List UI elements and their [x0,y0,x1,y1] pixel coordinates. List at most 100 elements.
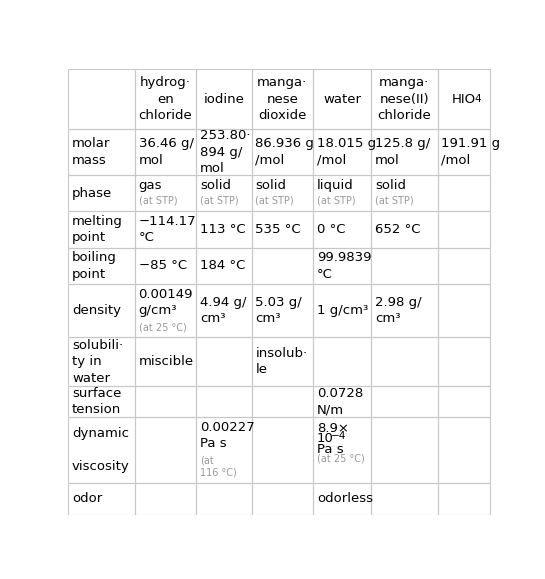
Bar [438,129,491,175]
Bar [252,338,313,386]
Text: solubili·
ty in
water: solubili· ty in water [72,339,123,384]
Text: (at 25 °C): (at 25 °C) [138,322,186,332]
Bar [371,338,438,386]
Text: surface
tension: surface tension [72,387,122,416]
Bar [252,175,313,211]
Text: 4.94 g/
cm³: 4.94 g/ cm³ [200,296,246,325]
Bar [196,417,252,482]
Text: odorless: odorless [317,492,373,505]
Bar [313,211,371,248]
Bar [438,69,491,129]
Text: HIO: HIO [452,93,476,106]
Text: −114.17
°C: −114.17 °C [138,215,196,244]
Bar [313,175,371,211]
Bar [252,284,313,338]
Bar [371,248,438,284]
Text: gas: gas [138,179,162,192]
Bar [135,338,196,386]
Bar [438,211,491,248]
Text: (at STP): (at STP) [138,196,177,206]
Text: (at 25 °C): (at 25 °C) [317,453,365,463]
Bar [371,386,438,417]
Text: 125.8 g/
mol: 125.8 g/ mol [375,137,430,167]
Bar [252,248,313,284]
Text: −4: −4 [331,431,346,441]
Text: 184 °C: 184 °C [200,259,245,273]
Bar [68,175,135,211]
Bar [135,211,196,248]
Bar [68,248,135,284]
Bar [135,175,196,211]
Bar [438,417,491,482]
Bar [196,248,252,284]
Text: liquid: liquid [317,179,354,192]
Bar [252,386,313,417]
Bar [68,69,135,129]
Bar [68,284,135,338]
Text: 8.9×: 8.9× [317,422,349,435]
Bar [135,284,196,338]
Bar [313,248,371,284]
Bar [438,338,491,386]
Bar [438,284,491,338]
Text: miscible: miscible [138,355,193,368]
Text: 0.00227
Pa s: 0.00227 Pa s [200,421,255,450]
Bar [438,175,491,211]
Text: 4: 4 [474,94,481,104]
Bar [371,69,438,129]
Text: solid: solid [256,179,287,192]
Bar [135,129,196,175]
Bar [196,482,252,515]
Bar [313,338,371,386]
Text: solid: solid [375,179,406,192]
Text: 1 g/cm³: 1 g/cm³ [317,304,368,317]
Bar [371,211,438,248]
Bar [371,284,438,338]
Bar [371,175,438,211]
Bar [196,386,252,417]
Text: 0.0728
N/m: 0.0728 N/m [317,387,363,416]
Bar [196,284,252,338]
Text: (at
116 °C): (at 116 °C) [200,456,237,477]
Bar [252,129,313,175]
Bar [196,211,252,248]
Text: odor: odor [72,492,102,505]
Text: manga·
nese
dioxide: manga· nese dioxide [257,76,307,122]
Bar [438,482,491,515]
Text: 99.9839
°C: 99.9839 °C [317,251,371,281]
Text: boiling
point: boiling point [72,251,117,281]
Bar [313,386,371,417]
Bar [135,248,196,284]
Text: 5.03 g/
cm³: 5.03 g/ cm³ [256,296,302,325]
Text: phase: phase [72,186,112,200]
Text: (at STP): (at STP) [200,196,239,206]
Bar [313,482,371,515]
Bar [68,417,135,482]
Text: 113 °C: 113 °C [200,223,246,236]
Text: 535 °C: 535 °C [256,223,301,236]
Bar [135,69,196,129]
Bar [252,417,313,482]
Text: (at STP): (at STP) [317,196,355,206]
Text: insolub·
le: insolub· le [256,347,307,376]
Bar [313,417,371,482]
Text: −85 °C: −85 °C [138,259,187,273]
Text: 2.98 g/
cm³: 2.98 g/ cm³ [375,296,421,325]
Text: iodine: iodine [203,93,244,106]
Text: 652 °C: 652 °C [375,223,420,236]
Bar [313,284,371,338]
Bar [313,129,371,175]
Text: solid: solid [200,179,231,192]
Bar [135,417,196,482]
Text: hydrog·
en
chloride: hydrog· en chloride [138,76,192,122]
Bar [68,211,135,248]
Text: 191.91 g
/mol: 191.91 g /mol [441,137,501,167]
Bar [371,417,438,482]
Text: 86.936 g
/mol: 86.936 g /mol [256,137,314,167]
Bar [313,69,371,129]
Text: Pa s: Pa s [317,444,343,456]
Bar [196,175,252,211]
Text: 0.00149
g/cm³: 0.00149 g/cm³ [138,288,193,317]
Text: water: water [323,93,361,106]
Bar [196,129,252,175]
